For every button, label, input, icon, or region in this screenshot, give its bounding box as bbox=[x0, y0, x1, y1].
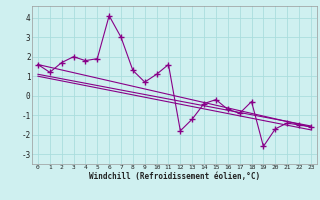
X-axis label: Windchill (Refroidissement éolien,°C): Windchill (Refroidissement éolien,°C) bbox=[89, 172, 260, 181]
